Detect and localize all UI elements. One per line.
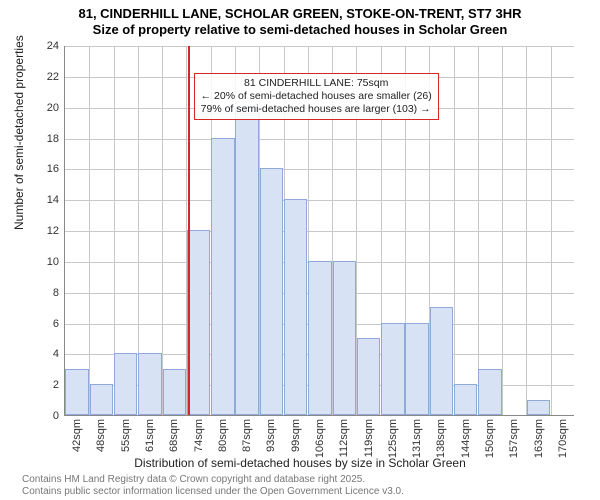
gridline-h <box>65 46 574 47</box>
y-tick-label: 0 <box>53 410 59 422</box>
x-tick-label: 74sqm <box>193 419 205 452</box>
y-tick-label: 2 <box>53 379 59 391</box>
reference-line <box>188 46 190 415</box>
gridline-v <box>162 46 163 415</box>
x-tick-label: 163sqm <box>533 419 545 458</box>
bar <box>284 199 307 415</box>
x-tick-label: 48sqm <box>95 419 107 452</box>
x-tick-label: 93sqm <box>265 419 277 452</box>
y-tick-label: 20 <box>47 102 59 114</box>
bar <box>430 307 453 415</box>
x-tick-label: 87sqm <box>241 419 253 452</box>
x-tick-label: 68sqm <box>168 419 180 452</box>
annotation-line: 79% of semi-detached houses are larger (… <box>201 103 432 116</box>
gridline-v <box>478 46 479 415</box>
bar <box>308 261 331 415</box>
gridline-v <box>502 46 503 415</box>
bar <box>357 338 380 415</box>
plot: 02468101214161820222442sqm48sqm55sqm61sq… <box>64 46 574 416</box>
bar <box>527 400 550 415</box>
x-tick-label: 112sqm <box>338 419 350 457</box>
y-tick-label: 18 <box>47 133 59 145</box>
bar <box>478 369 501 415</box>
x-tick-label: 106sqm <box>314 419 326 458</box>
y-tick-label: 10 <box>47 256 59 268</box>
gridline-v <box>526 46 527 415</box>
bar <box>138 353 161 415</box>
x-tick-label: 80sqm <box>217 419 229 452</box>
x-tick-label: 55sqm <box>120 419 132 452</box>
chart-title: 81, CINDERHILL LANE, SCHOLAR GREEN, STOK… <box>0 0 600 39</box>
annotation-box: 81 CINDERHILL LANE: 75sqm← 20% of semi-d… <box>194 73 439 120</box>
bar <box>114 353 137 415</box>
x-tick-label: 99sqm <box>290 419 302 452</box>
credits: Contains HM Land Registry data © Crown c… <box>22 474 404 498</box>
bar <box>454 384 477 415</box>
x-tick-label: 42sqm <box>71 419 83 452</box>
plot-area: 02468101214161820222442sqm48sqm55sqm61sq… <box>64 46 574 416</box>
x-tick-label: 150sqm <box>484 419 496 458</box>
gridline-h <box>65 169 574 170</box>
x-tick-label: 170sqm <box>557 419 569 458</box>
bar <box>163 369 186 415</box>
bar <box>381 323 404 416</box>
gridline-v <box>551 46 552 415</box>
y-axis-label: Number of semi-detached properties <box>12 35 26 230</box>
title-line-2: Size of property relative to semi-detach… <box>0 22 600 38</box>
annotation-line: 81 CINDERHILL LANE: 75sqm <box>201 77 432 90</box>
y-tick-label: 22 <box>47 71 59 83</box>
bar <box>187 230 210 415</box>
y-tick-label: 8 <box>53 287 59 299</box>
annotation-line: ← 20% of semi-detached houses are smalle… <box>201 90 432 103</box>
x-tick-label: 144sqm <box>460 419 472 458</box>
credits-line-2: Contains public sector information licen… <box>22 486 404 498</box>
y-tick-label: 16 <box>47 163 59 175</box>
x-tick-label: 125sqm <box>387 419 399 458</box>
y-tick-label: 6 <box>53 318 59 330</box>
x-tick-label: 131sqm <box>411 419 423 458</box>
bar <box>405 323 428 416</box>
gridline-h <box>65 200 574 201</box>
chart-container: 81, CINDERHILL LANE, SCHOLAR GREEN, STOK… <box>0 0 600 500</box>
x-tick-label: 138sqm <box>435 419 447 458</box>
bar <box>90 384 113 415</box>
bar <box>65 369 88 415</box>
x-tick-label: 119sqm <box>363 419 375 457</box>
y-tick-label: 4 <box>53 348 59 360</box>
y-tick-label: 14 <box>47 194 59 206</box>
gridline-h <box>65 231 574 232</box>
x-tick-label: 157sqm <box>508 419 520 458</box>
bar <box>235 107 258 415</box>
credits-line-1: Contains HM Land Registry data © Crown c… <box>22 474 404 486</box>
bar <box>333 261 356 415</box>
y-tick-label: 12 <box>47 225 59 237</box>
y-tick-label: 24 <box>47 40 59 52</box>
x-tick-label: 61sqm <box>144 419 156 452</box>
x-axis-label: Distribution of semi-detached houses by … <box>0 456 600 470</box>
bar <box>260 168 283 415</box>
bar <box>211 138 234 416</box>
gridline-v <box>89 46 90 415</box>
gridline-v <box>454 46 455 415</box>
gridline-h <box>65 139 574 140</box>
title-line-1: 81, CINDERHILL LANE, SCHOLAR GREEN, STOK… <box>0 6 600 22</box>
